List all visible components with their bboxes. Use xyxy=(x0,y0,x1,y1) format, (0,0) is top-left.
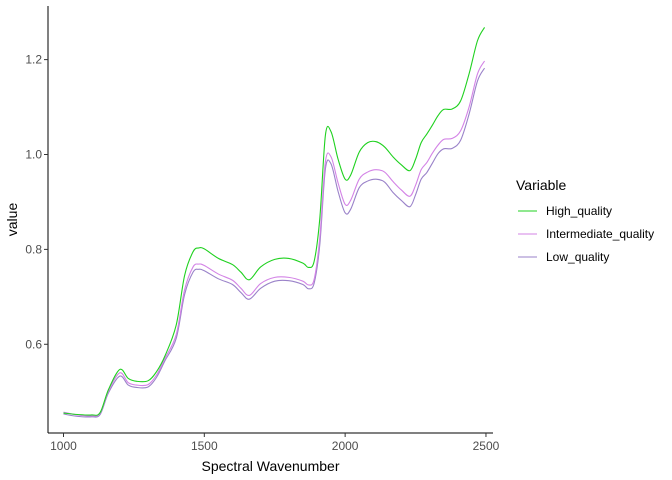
legend-label-high-quality: High_quality xyxy=(546,204,612,218)
legend-items: High_quality Intermediate_quality Low_qual… xyxy=(518,204,654,264)
x-tick-label: 1500 xyxy=(191,439,218,453)
y-ticks: 0.6 0.8 1.0 1.2 xyxy=(25,53,48,351)
legend-label-low-quality: Low_quality xyxy=(546,250,609,264)
y-tick-label: 1.0 xyxy=(25,148,42,162)
series-line-high-quality xyxy=(63,27,486,416)
x-ticks: 1000 1500 2000 2500 xyxy=(50,433,500,453)
legend-label-intermediate-quality: Intermediate_quality xyxy=(546,227,654,241)
legend-title: Variable xyxy=(516,177,567,193)
y-axis-title: value xyxy=(4,203,20,237)
x-tick-label: 2500 xyxy=(473,439,500,453)
series-line-low-quality xyxy=(63,67,486,418)
axes xyxy=(47,6,493,434)
y-tick-label: 1.2 xyxy=(25,53,42,67)
x-tick-label: 2000 xyxy=(332,439,359,453)
legend: Variable High_quality Intermediate_qualit… xyxy=(516,177,654,264)
y-tick-label: 0.8 xyxy=(25,242,42,256)
series-line-intermediate-quality xyxy=(63,60,486,417)
x-axis-title: Spectral Wavenumber xyxy=(202,458,340,474)
plot-lines xyxy=(63,27,486,418)
x-tick-label: 1000 xyxy=(50,439,77,453)
y-tick-label: 0.6 xyxy=(25,337,42,351)
